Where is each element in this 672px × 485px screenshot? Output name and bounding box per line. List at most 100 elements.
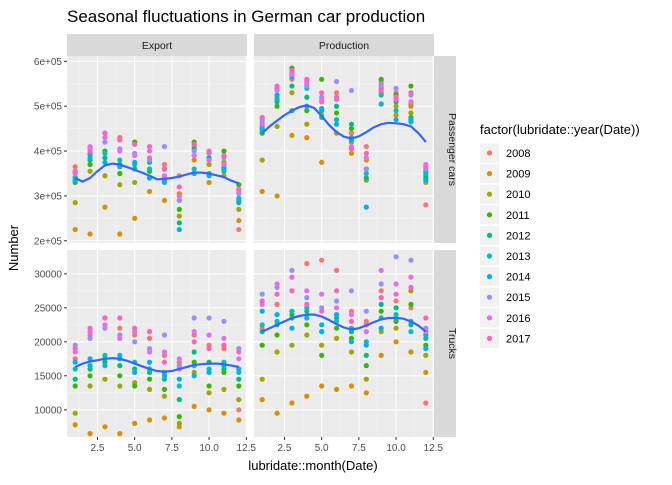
data-point-2010 bbox=[363, 376, 369, 382]
data-point-2010 bbox=[236, 206, 242, 212]
data-point-2011 bbox=[363, 363, 369, 369]
data-point-2010 bbox=[289, 342, 295, 348]
data-point-2016 bbox=[117, 335, 123, 341]
data-point-2010 bbox=[102, 376, 108, 382]
data-point-2017 bbox=[319, 90, 325, 96]
data-point-2010 bbox=[102, 173, 108, 179]
data-point-2014 bbox=[393, 117, 399, 123]
data-point-2013 bbox=[87, 363, 93, 369]
data-point-2016 bbox=[132, 152, 138, 159]
data-point-2009 bbox=[408, 103, 414, 109]
y-axis-label: Number bbox=[6, 224, 21, 271]
data-point-2013 bbox=[319, 322, 325, 328]
data-point-2008 bbox=[304, 261, 310, 267]
data-point-2011 bbox=[408, 301, 414, 307]
data-point-2012 bbox=[72, 376, 78, 382]
x-tick-label: 12.5 bbox=[237, 443, 257, 454]
data-point-2013 bbox=[117, 157, 123, 163]
data-point-2008 bbox=[333, 267, 340, 273]
x-axis-label: lubridate::month(Date) bbox=[248, 458, 377, 473]
data-point-2014 bbox=[176, 376, 182, 382]
data-point-2017 bbox=[274, 291, 280, 297]
data-point-2014 bbox=[363, 204, 369, 210]
data-point-2017 bbox=[221, 342, 227, 348]
legend-swatch bbox=[486, 274, 493, 280]
data-point-2014 bbox=[333, 121, 340, 127]
data-point-2009 bbox=[423, 369, 429, 375]
data-point-2017 bbox=[146, 329, 153, 335]
data-point-2008 bbox=[348, 130, 355, 136]
data-point-2009 bbox=[132, 420, 138, 426]
data-point-2011 bbox=[378, 76, 384, 82]
smooth-trend-line bbox=[261, 313, 427, 333]
legend-entry-2015: 2015 bbox=[480, 287, 530, 307]
data-point-2017 bbox=[161, 166, 168, 172]
y-tick-label: 25000 bbox=[34, 303, 62, 314]
data-point-2008 bbox=[333, 90, 340, 96]
data-point-2009 bbox=[319, 383, 325, 389]
data-point-2016 bbox=[378, 83, 384, 89]
data-point-2009 bbox=[87, 231, 93, 237]
data-point-2017 bbox=[176, 184, 182, 190]
data-point-2015 bbox=[348, 288, 355, 294]
data-point-2014 bbox=[102, 363, 108, 369]
data-point-2009 bbox=[348, 383, 355, 389]
data-point-2009 bbox=[363, 390, 369, 396]
legend-entry-2011: 2011 bbox=[480, 205, 530, 225]
data-point-2012 bbox=[191, 349, 197, 355]
data-point-2017 bbox=[259, 298, 265, 304]
data-point-2010 bbox=[348, 349, 355, 355]
data-point-2014 bbox=[378, 325, 384, 331]
data-point-2012 bbox=[102, 155, 108, 161]
legend-title: factor(lubridate::year(Date)) bbox=[480, 122, 640, 137]
data-point-2014 bbox=[319, 329, 325, 335]
data-point-2013 bbox=[102, 352, 108, 358]
data-point-2013 bbox=[259, 322, 265, 328]
data-point-2009 bbox=[161, 197, 168, 203]
data-point-2017 bbox=[304, 301, 310, 307]
data-point-2013 bbox=[102, 150, 108, 156]
data-point-2014 bbox=[146, 359, 153, 365]
legend-entry-2009: 2009 bbox=[480, 164, 530, 184]
legend-swatch bbox=[486, 212, 493, 218]
data-point-2015 bbox=[393, 254, 399, 260]
legend-label: 2009 bbox=[506, 169, 530, 181]
data-point-2011 bbox=[221, 148, 227, 154]
data-point-2016 bbox=[221, 161, 227, 168]
data-point-2015 bbox=[176, 197, 182, 203]
data-point-2014 bbox=[363, 342, 369, 348]
data-point-2009 bbox=[87, 431, 93, 437]
data-point-2009 bbox=[289, 400, 295, 406]
data-point-2017 bbox=[132, 325, 138, 331]
data-point-2015 bbox=[393, 85, 399, 91]
legend-entry-2014: 2014 bbox=[480, 267, 530, 287]
facet-strip-passenger-cars bbox=[434, 56, 456, 243]
data-point-2012 bbox=[333, 103, 340, 109]
data-point-2010 bbox=[176, 420, 182, 426]
data-point-2016 bbox=[304, 288, 310, 294]
data-point-2009 bbox=[304, 393, 310, 399]
legend-swatch bbox=[486, 315, 493, 321]
data-point-2017 bbox=[304, 76, 310, 82]
data-point-2010 bbox=[87, 383, 93, 389]
data-point-2017 bbox=[423, 315, 429, 321]
data-point-2015 bbox=[363, 308, 369, 314]
data-point-2009 bbox=[161, 415, 168, 421]
data-point-2012 bbox=[378, 301, 384, 307]
data-point-2014 bbox=[333, 312, 340, 318]
data-point-2009 bbox=[378, 352, 384, 358]
data-point-2016 bbox=[393, 281, 399, 287]
data-point-2008 bbox=[378, 288, 384, 294]
data-point-2017 bbox=[408, 90, 414, 96]
smooth-trend-line bbox=[74, 162, 240, 185]
data-point-2009 bbox=[274, 193, 280, 199]
facet-strip-trucks bbox=[434, 250, 456, 437]
data-point-2009 bbox=[117, 431, 123, 437]
data-point-2014 bbox=[319, 105, 325, 112]
y-tick-label: 20000 bbox=[34, 337, 62, 348]
data-point-2009 bbox=[259, 188, 265, 195]
data-point-2016 bbox=[161, 173, 168, 179]
legend-label: 2016 bbox=[506, 313, 530, 325]
data-point-2009 bbox=[102, 424, 108, 430]
data-point-2016 bbox=[117, 148, 123, 154]
